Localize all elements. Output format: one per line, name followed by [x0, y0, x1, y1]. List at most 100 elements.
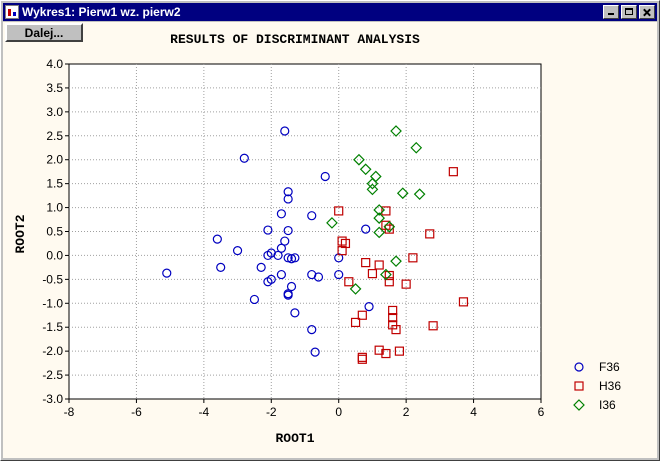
x-axis-label: ROOT1 — [275, 431, 314, 446]
square-marker — [361, 258, 371, 268]
square-marker — [384, 224, 394, 234]
square-marker — [374, 260, 384, 270]
circle-marker — [212, 234, 222, 244]
circle-marker — [263, 225, 273, 235]
circle-marker — [276, 209, 286, 219]
circle-marker — [263, 277, 273, 287]
circle-marker — [286, 281, 297, 292]
y-axis-label: ROOT2 — [13, 214, 28, 253]
minimize-icon[interactable] — [603, 5, 619, 19]
y-tick-label: 2.0 — [46, 153, 63, 167]
series-f36 — [162, 126, 374, 357]
diamond-marker — [373, 226, 386, 239]
square-marker — [401, 279, 411, 289]
square-marker — [384, 277, 394, 287]
circle-marker — [162, 268, 172, 278]
circle-marker — [263, 250, 273, 261]
circle-marker — [313, 272, 324, 282]
square-marker — [350, 317, 361, 328]
circle-marker — [273, 250, 283, 261]
circle-marker — [283, 290, 293, 300]
square-marker — [357, 310, 367, 320]
diamond-marker — [380, 268, 392, 281]
diamond-marker — [359, 163, 372, 176]
close-icon[interactable] — [639, 5, 655, 19]
square-marker — [367, 269, 378, 279]
y-tick-label: -2.0 — [42, 344, 63, 358]
maximize-icon[interactable] — [621, 5, 637, 19]
chart-client-area: Dalej... RESULTS OF DISCRIMINANT ANALYSI… — [3, 22, 657, 458]
y-tick-label: 0.5 — [46, 225, 63, 239]
y-tick-label: 1.0 — [46, 201, 63, 215]
x-tick-label: -4 — [199, 405, 210, 419]
square-marker — [337, 236, 347, 246]
square-marker — [344, 277, 354, 287]
x-tick-label: -8 — [64, 405, 75, 419]
square-marker — [384, 270, 394, 281]
diamond-marker — [390, 255, 402, 268]
circle-marker — [276, 269, 286, 280]
square-marker — [408, 253, 418, 263]
y-tick-label: -2.5 — [42, 368, 63, 382]
diamond-marker — [349, 283, 362, 295]
window-title: Wykres1: Pierw1 wz. pierw2 — [22, 5, 181, 19]
square-marker — [381, 206, 391, 216]
legend-diamond-marker — [573, 399, 585, 411]
y-tick-label: 4.0 — [46, 57, 63, 71]
x-tick-label: -6 — [131, 405, 142, 419]
title-bar[interactable]: Wykres1: Pierw1 wz. pierw2 — [3, 3, 657, 21]
diamond-marker — [373, 212, 386, 224]
circle-marker — [280, 126, 290, 136]
circle-marker — [320, 171, 330, 182]
circle-marker — [239, 153, 249, 163]
square-marker — [340, 238, 351, 249]
gridlines — [69, 64, 541, 399]
x-tick-label: 2 — [403, 405, 410, 419]
circle-marker — [256, 262, 266, 272]
legend-item-h36: H36 — [574, 379, 621, 393]
circle-marker — [310, 347, 320, 357]
circle-marker — [307, 211, 317, 221]
circle-marker — [364, 302, 374, 312]
y-tick-label: 3.0 — [46, 105, 63, 119]
x-tick-label: -2 — [266, 405, 277, 419]
square-marker — [357, 354, 367, 364]
y-tick-label: -1.0 — [42, 296, 63, 310]
y-tick-label: 3.5 — [46, 81, 63, 95]
circle-marker — [286, 254, 297, 264]
x-tick-label: 4 — [470, 405, 477, 419]
circle-marker — [307, 325, 317, 335]
circle-marker — [283, 194, 293, 204]
legend-item-i36: I36 — [573, 398, 616, 412]
diamond-marker — [410, 141, 423, 154]
dalej-button[interactable]: Dalej... — [5, 23, 83, 42]
legend-item-f36: F36 — [574, 360, 620, 374]
window-controls — [601, 5, 655, 19]
scatter-chart: RESULTS OF DISCRIMINANT ANALYSIS -8 -6 -4-… — [13, 32, 621, 446]
square-marker — [381, 348, 391, 359]
chart-app-icon[interactable] — [5, 5, 19, 19]
data-points — [162, 125, 469, 364]
square-marker — [458, 297, 469, 307]
circle-marker — [276, 243, 286, 253]
legend-label: F36 — [599, 360, 620, 374]
x-tick-label: 0 — [335, 405, 342, 419]
diamond-marker — [326, 217, 338, 229]
circle-marker — [361, 224, 371, 234]
square-marker — [388, 313, 398, 323]
square-marker — [374, 345, 384, 355]
y-axis-ticks: 4.0 3.5 3.0 2.5 2.0 1.5 1.0 0.5 0.0 -0.5 -1.0 -1.5 -… — [42, 57, 69, 406]
circle-marker — [232, 246, 243, 256]
legend-label: H36 — [599, 379, 621, 393]
square-marker — [337, 246, 347, 256]
x-axis-ticks: -8 -6 -4 -2 0 2 4 6 — [64, 399, 545, 419]
circle-marker — [283, 187, 293, 197]
circle-marker — [334, 253, 344, 263]
diamond-marker — [373, 204, 386, 216]
circle-marker — [249, 294, 260, 305]
diamond-marker — [366, 177, 379, 190]
y-tick-label: -3.0 — [42, 392, 63, 406]
y-tick-label: -1.5 — [42, 320, 63, 334]
diamond-marker — [396, 187, 409, 200]
legend-label: I36 — [599, 398, 616, 412]
